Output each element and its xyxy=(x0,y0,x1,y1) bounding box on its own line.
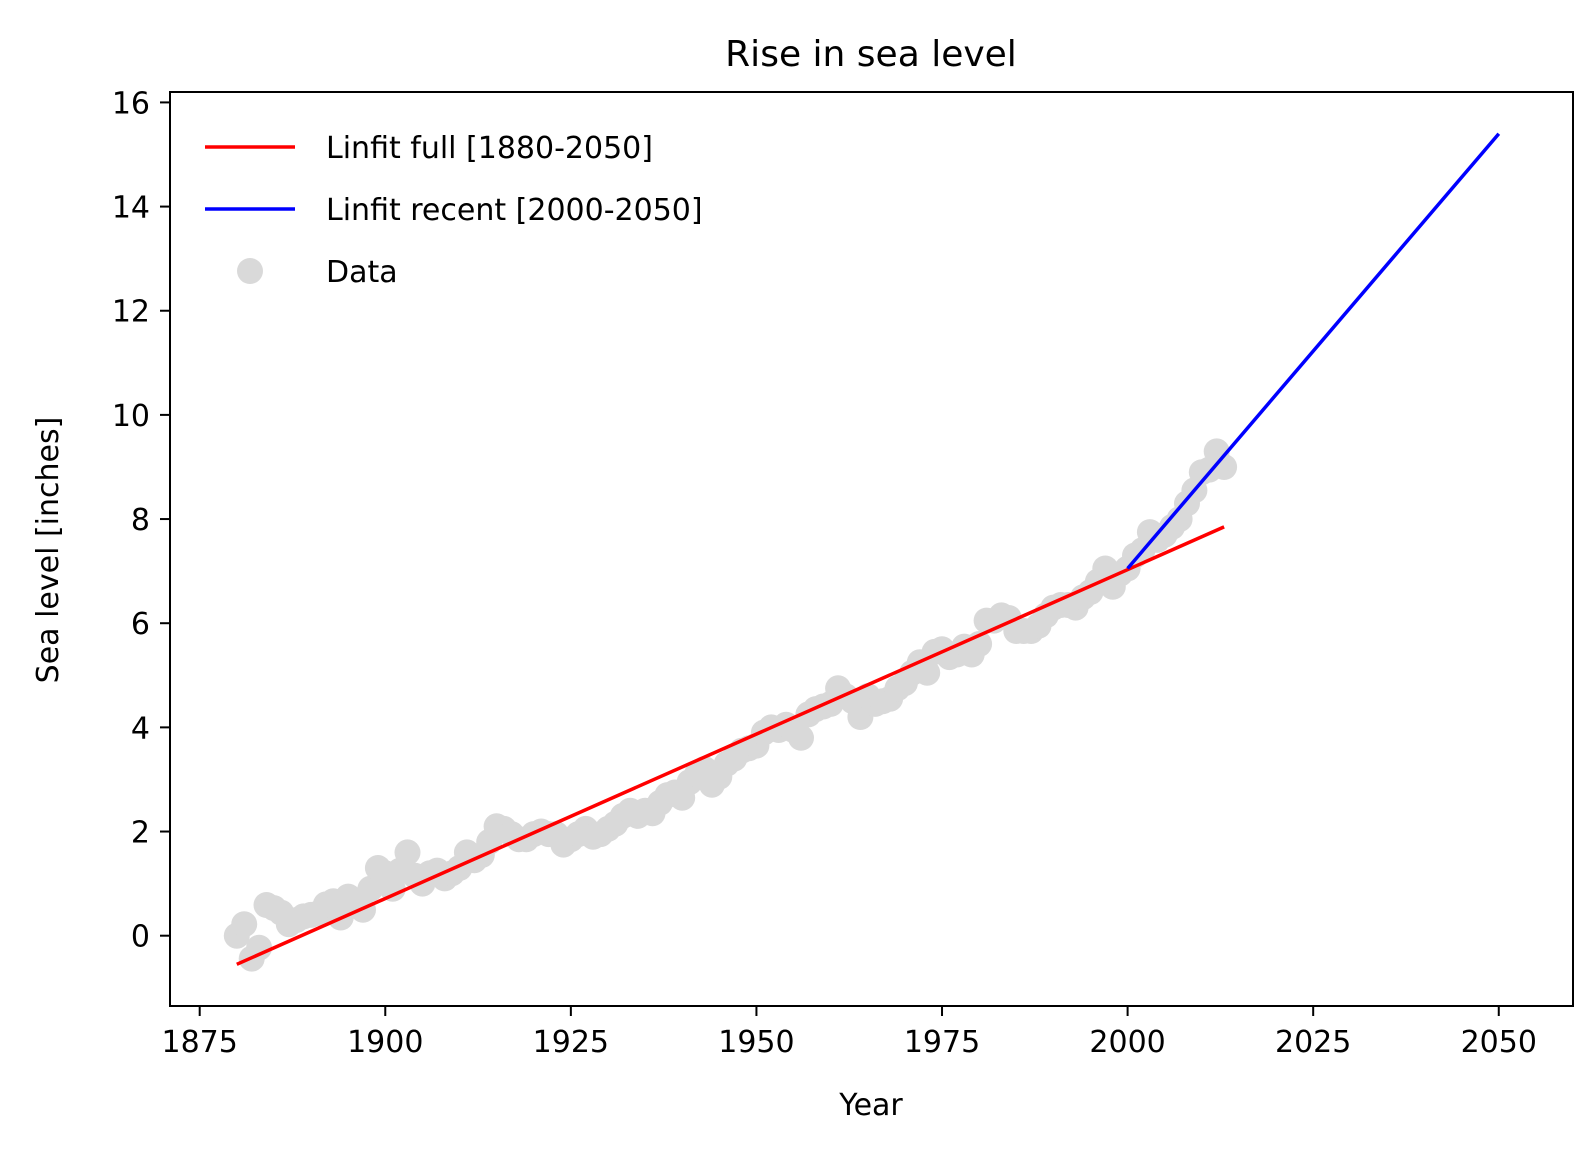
y-tick-label: 16 xyxy=(112,86,150,121)
x-tick-label: 1925 xyxy=(533,1025,609,1060)
x-tick-label: 2025 xyxy=(1275,1025,1351,1060)
y-axis: 0 2 4 6 8 10 12 14 16 xyxy=(112,86,170,955)
x-axis: 1875 1900 1925 1950 1975 2000 2025 2050 xyxy=(162,1006,1537,1060)
legend-item: Linfit recent [2000-2050] xyxy=(205,193,703,228)
x-tick-label: 1900 xyxy=(347,1025,423,1060)
y-tick-label: 4 xyxy=(131,711,150,746)
x-tick-label: 1950 xyxy=(718,1025,794,1060)
y-tick-label: 10 xyxy=(112,399,150,434)
plot-frame xyxy=(169,91,1574,1007)
x-tick-label: 2050 xyxy=(1461,1025,1537,1060)
legend-label: Linfit full [1880-2050] xyxy=(326,131,653,166)
x-axis-title: Year xyxy=(838,1088,903,1123)
linfit-full-line xyxy=(236,525,1225,966)
legend: Linfit full [1880-2050] Linfit recent [20… xyxy=(205,131,703,290)
linfit-recent-line xyxy=(1126,132,1501,570)
data-point xyxy=(394,839,421,866)
x-tick-label: 1975 xyxy=(904,1025,980,1060)
y-tick-label: 14 xyxy=(112,191,150,226)
legend-label: Linfit recent [2000-2050] xyxy=(326,193,703,228)
y-axis-title: Sea level [inches] xyxy=(31,417,66,684)
data-point xyxy=(914,659,941,686)
plot-area xyxy=(223,132,1501,972)
chart-title: Rise in sea level xyxy=(725,34,1017,75)
y-tick-label: 8 xyxy=(131,503,150,538)
x-tick-label: 2000 xyxy=(1089,1025,1165,1060)
data-point xyxy=(788,724,814,751)
data-point xyxy=(246,934,273,961)
x-tick-label: 1875 xyxy=(162,1025,238,1060)
legend-item: Data xyxy=(237,255,398,290)
y-tick-label: 2 xyxy=(131,816,150,851)
legend-label: Data xyxy=(326,255,398,290)
legend-item: Linfit full [1880-2050] xyxy=(205,131,653,166)
y-tick-label: 6 xyxy=(131,607,150,642)
legend-marker-swatch xyxy=(237,258,263,284)
data-point xyxy=(231,911,258,938)
y-tick-label: 12 xyxy=(112,295,150,330)
y-tick-label: 0 xyxy=(131,920,150,955)
